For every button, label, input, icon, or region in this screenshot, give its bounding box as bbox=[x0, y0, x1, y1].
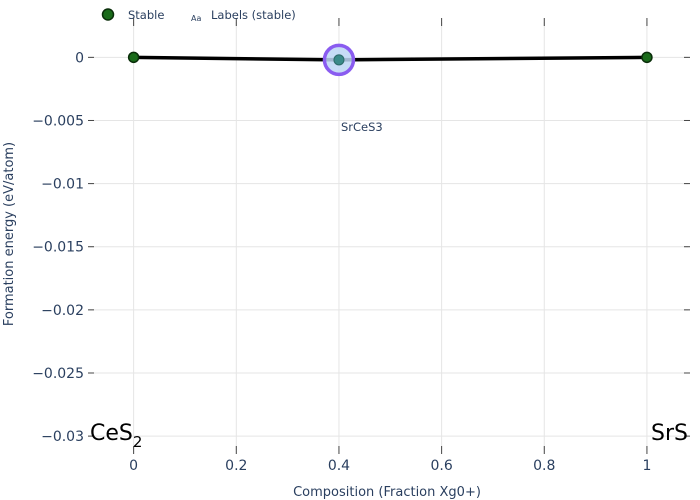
legend-stable-label: Stable bbox=[128, 8, 164, 22]
x-axis-title: Composition (Fraction Xg0+) bbox=[293, 485, 481, 500]
legend-text-icon: Aa bbox=[191, 14, 201, 23]
legend-stable-marker bbox=[101, 8, 115, 21]
stable-point-marker bbox=[641, 51, 653, 64]
legend[interactable]: Stable Aa Labels (stable) bbox=[101, 8, 296, 23]
x-tick-label: 1 bbox=[642, 458, 651, 474]
x-tick-label: 0.8 bbox=[533, 458, 555, 474]
series-layer bbox=[127, 43, 653, 77]
x-tick-label: 0.2 bbox=[225, 458, 247, 474]
axis-ticks: 0 0.2 0.4 0.6 0.8 1 0 −0.005 −0.01 −0.015 −0.02 −0.… bbox=[32, 18, 690, 474]
endpoint-label: CeS2 bbox=[90, 421, 142, 451]
y-tick-label: −0.005 bbox=[32, 113, 84, 129]
y-tick-label: −0.02 bbox=[41, 303, 84, 319]
y-tick-label: −0.015 bbox=[32, 240, 84, 256]
legend-labels-label: Labels (stable) bbox=[211, 8, 296, 22]
selected-point-marker bbox=[333, 54, 345, 66]
y-tick-label: 0 bbox=[75, 50, 84, 66]
x-tick-label: 0.4 bbox=[328, 458, 350, 474]
y-axis-title: Formation energy (eV/atom) bbox=[2, 142, 17, 326]
endpoint-formula: CeS bbox=[90, 421, 133, 446]
x-tick-label: 0.6 bbox=[430, 458, 452, 474]
grid-lines bbox=[90, 22, 688, 450]
y-tick-label: −0.025 bbox=[32, 366, 84, 382]
annotation-layer: SrCeS3 CeS2 SrS bbox=[90, 120, 688, 451]
x-tick-label: 0 bbox=[129, 458, 138, 474]
y-tick-label: −0.03 bbox=[41, 429, 84, 445]
point-label-srces3: SrCeS3 bbox=[341, 120, 383, 134]
stable-point-marker bbox=[127, 51, 140, 64]
endpoint-label: SrS bbox=[651, 421, 688, 446]
y-tick-label: −0.01 bbox=[41, 177, 84, 193]
endpoint-formula: SrS bbox=[651, 421, 688, 446]
hull-line bbox=[133, 55, 647, 62]
endpoint-formula-subscript: 2 bbox=[133, 433, 143, 451]
